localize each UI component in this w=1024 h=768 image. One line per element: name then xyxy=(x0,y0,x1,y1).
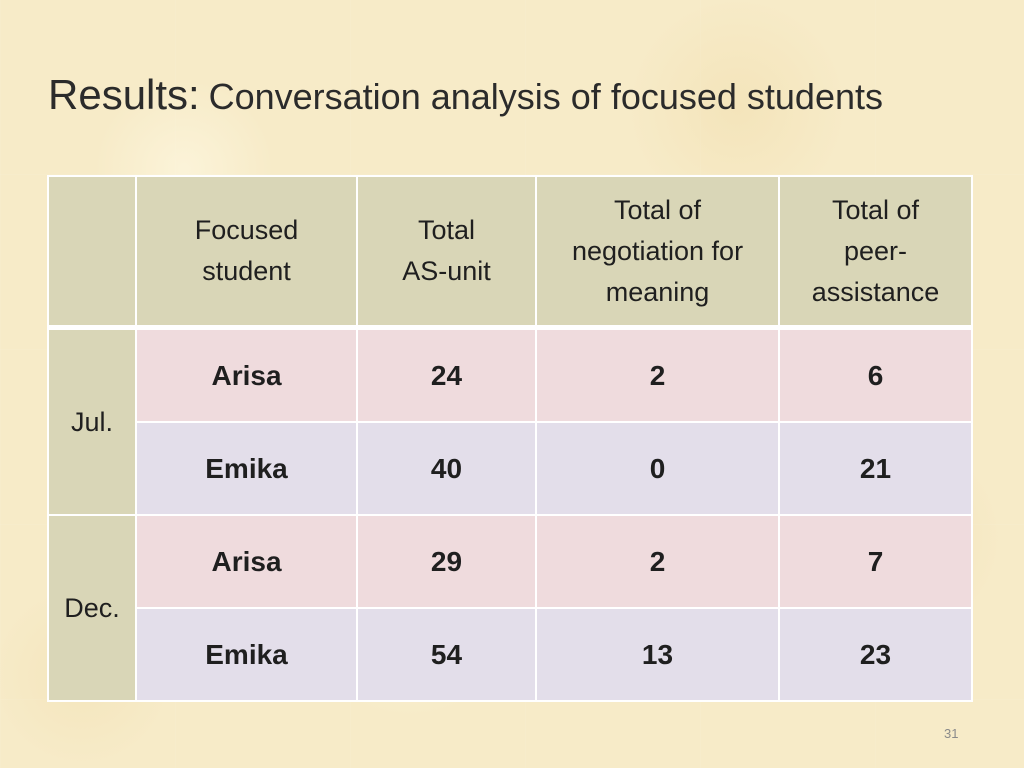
table-row: Dec. Arisa 29 2 7 xyxy=(47,514,973,702)
negotiation-cell: 2 xyxy=(535,514,780,609)
negotiation-cell: 13 xyxy=(535,607,780,702)
results-table: Focused student Total AS-unit Total of n… xyxy=(47,175,973,702)
negotiation-cell: 0 xyxy=(535,421,780,516)
as-unit-cell: 54 xyxy=(356,607,537,702)
header-line: negotiation for xyxy=(571,235,744,266)
peer-assistance-cell: 21 xyxy=(778,421,973,516)
period-cell-dec: Dec. xyxy=(47,514,137,702)
table-row: Jul. Arisa 24 2 6 xyxy=(47,326,973,516)
slide-title-sub: Conversation analysis of focused student… xyxy=(208,76,883,117)
peer-assistance-cell: 6 xyxy=(778,326,973,423)
header-total-peer-assistance: Total of peer- assistance xyxy=(778,175,973,330)
peer-assistance-cell: 23 xyxy=(778,607,973,702)
student-cell: Arisa xyxy=(135,326,358,423)
header-total-negotiation: Total of negotiation for meaning xyxy=(535,175,780,330)
header-line: peer- xyxy=(843,235,908,266)
header-period-blank xyxy=(47,175,137,330)
negotiation-cell: 2 xyxy=(535,326,780,423)
header-line: meaning xyxy=(605,276,710,307)
header-line: Total of xyxy=(613,194,702,225)
header-line: Focused xyxy=(194,215,299,245)
header-line: AS-unit xyxy=(402,256,491,286)
student-cell: Emika xyxy=(135,607,358,702)
header-line: Total of xyxy=(831,194,920,225)
student-cell: Emika xyxy=(135,421,358,516)
header-line: assistance xyxy=(811,276,940,307)
slide-title-main: Results: xyxy=(48,71,200,118)
slide-title: Results: Conversation analysis of focuse… xyxy=(48,74,883,116)
as-unit-cell: 29 xyxy=(356,514,537,609)
as-unit-cell: 24 xyxy=(356,326,537,423)
as-unit-cell: 40 xyxy=(356,421,537,516)
header-line: student xyxy=(202,256,291,286)
table-row: Emika 54 13 23 xyxy=(48,607,973,702)
header-total-as-unit: Total AS-unit xyxy=(356,175,537,330)
table-header-row: Focused student Total AS-unit Total of n… xyxy=(47,175,973,330)
table-row: Emika 40 0 21 xyxy=(48,421,973,516)
header-focused-student: Focused student xyxy=(135,175,358,330)
period-cell-jul: Jul. xyxy=(47,326,137,516)
peer-assistance-cell: 7 xyxy=(778,514,973,609)
header-line: Total xyxy=(417,215,476,245)
student-cell: Arisa xyxy=(135,514,358,609)
page-number: 31 xyxy=(944,726,959,741)
